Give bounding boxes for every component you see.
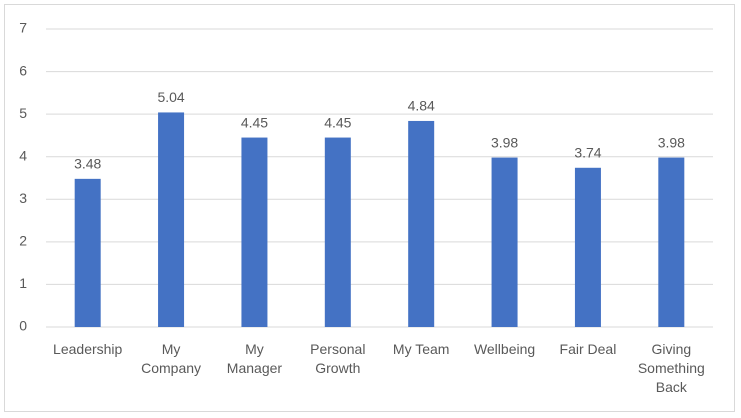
data-label: 4.84 <box>408 98 435 114</box>
x-tick-label: Leadership <box>53 341 123 357</box>
x-tick-label: Personal Growth <box>310 341 366 376</box>
bar <box>491 157 518 327</box>
bar <box>158 112 185 327</box>
y-tick-label: 2 <box>19 233 27 249</box>
chart-frame <box>4 4 735 412</box>
x-tick-label: Fair Deal <box>559 341 617 357</box>
x-tick-label: My Company <box>141 341 202 376</box>
x-tick-label: My Team <box>392 341 450 357</box>
bar <box>658 157 685 327</box>
bar <box>574 167 601 327</box>
bar <box>241 137 268 327</box>
x-tick-label: Giving Something Back <box>637 341 705 395</box>
y-tick-label: 0 <box>19 318 27 334</box>
y-tick-label: 7 <box>19 20 27 36</box>
data-label: 3.48 <box>74 156 101 172</box>
data-label: 5.04 <box>157 89 184 105</box>
y-tick-label: 4 <box>19 147 27 163</box>
bar <box>324 137 351 327</box>
bar <box>74 178 101 327</box>
y-tick-label: 3 <box>19 190 27 206</box>
x-tick-label: Wellbeing <box>473 341 536 357</box>
data-label: 3.98 <box>491 134 518 150</box>
x-tick-label: My Manager <box>226 341 283 376</box>
data-label: 3.98 <box>658 134 685 150</box>
data-label: 3.74 <box>574 144 601 160</box>
data-label: 4.45 <box>324 114 351 130</box>
y-tick-label: 5 <box>19 105 27 121</box>
data-label: 4.45 <box>241 114 268 130</box>
bar <box>408 120 435 327</box>
y-tick-label: 6 <box>19 62 27 78</box>
y-tick-label: 1 <box>19 275 27 291</box>
